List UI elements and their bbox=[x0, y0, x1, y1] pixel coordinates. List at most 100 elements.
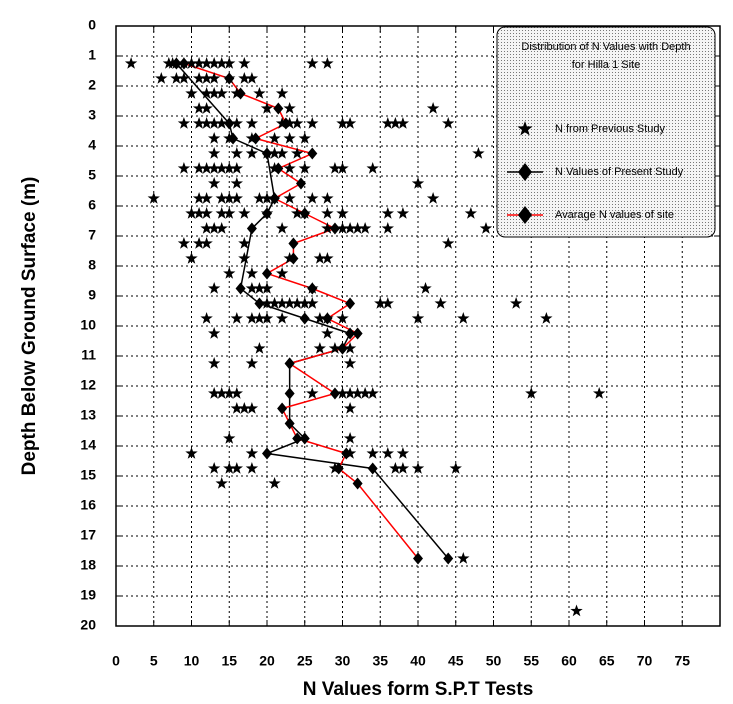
star-marker bbox=[200, 117, 213, 129]
star-marker bbox=[238, 237, 251, 249]
y-axis-title: Depth Below Ground Surface (m) bbox=[19, 177, 40, 476]
star-marker bbox=[208, 117, 221, 129]
star-marker bbox=[192, 72, 206, 84]
star-marker bbox=[185, 252, 198, 264]
diamond-marker bbox=[352, 327, 363, 340]
star-marker bbox=[215, 162, 228, 174]
star-marker bbox=[313, 312, 326, 324]
diamond-marker bbox=[262, 267, 272, 280]
x-tick-label: 45 bbox=[448, 653, 464, 669]
diamond-marker bbox=[322, 312, 333, 325]
diamond-marker bbox=[224, 72, 235, 85]
diamond-marker bbox=[292, 432, 303, 445]
diamond-marker bbox=[280, 117, 291, 130]
legend-label: N from Previous Study bbox=[555, 123, 666, 135]
star-marker bbox=[291, 117, 304, 129]
star-marker bbox=[321, 327, 334, 339]
diamond-marker bbox=[299, 432, 310, 445]
x-tick-label: 30 bbox=[335, 653, 351, 669]
diamond-marker bbox=[262, 447, 272, 460]
y-tick-label: 6 bbox=[88, 197, 96, 213]
star-marker bbox=[321, 57, 334, 69]
y-tick-label: 0 bbox=[88, 17, 96, 33]
star-marker bbox=[426, 192, 440, 204]
diamond-marker bbox=[345, 327, 356, 340]
star-marker bbox=[223, 387, 236, 399]
star-marker bbox=[268, 132, 281, 144]
star-marker bbox=[192, 57, 206, 69]
star-marker bbox=[260, 192, 274, 204]
star-marker bbox=[359, 222, 372, 234]
diamond-marker bbox=[299, 207, 310, 220]
star-marker bbox=[245, 402, 259, 414]
y-tick-label: 17 bbox=[80, 527, 96, 543]
star-marker bbox=[208, 132, 221, 144]
star-marker bbox=[442, 117, 455, 129]
star-marker bbox=[124, 57, 138, 69]
star-marker bbox=[192, 237, 206, 249]
star-marker bbox=[245, 72, 259, 84]
diamond-marker bbox=[307, 147, 318, 160]
star-marker bbox=[238, 72, 251, 84]
star-marker bbox=[208, 462, 221, 474]
star-marker bbox=[223, 267, 236, 279]
star-marker bbox=[230, 312, 243, 324]
star-marker bbox=[343, 222, 357, 234]
star-marker bbox=[381, 447, 394, 459]
x-tick-label: 0 bbox=[112, 653, 120, 669]
y-tick-label: 10 bbox=[80, 317, 96, 333]
diamond-marker bbox=[518, 163, 532, 181]
star-marker bbox=[275, 147, 289, 159]
star-marker bbox=[336, 117, 349, 129]
star-marker bbox=[208, 57, 221, 69]
star-marker bbox=[426, 102, 440, 114]
y-tick-label: 16 bbox=[80, 497, 96, 513]
star-marker bbox=[343, 357, 357, 369]
y-tick-label: 4 bbox=[88, 137, 96, 153]
diamond-marker bbox=[333, 462, 344, 475]
star-marker bbox=[215, 87, 228, 99]
star-marker bbox=[215, 207, 228, 219]
star-marker bbox=[223, 162, 236, 174]
y-tick-label: 20 bbox=[80, 617, 96, 633]
star-marker bbox=[442, 237, 455, 249]
star-marker bbox=[593, 387, 606, 399]
star-marker bbox=[275, 267, 289, 279]
star-marker bbox=[396, 207, 410, 219]
star-marker bbox=[245, 462, 259, 474]
star-marker bbox=[321, 252, 334, 264]
star-marker bbox=[223, 462, 236, 474]
star-marker bbox=[306, 387, 319, 399]
legend-title: for Hilla 1 Site bbox=[572, 59, 640, 71]
star-marker bbox=[200, 162, 213, 174]
star-marker bbox=[215, 222, 228, 234]
diamond-marker bbox=[284, 417, 295, 430]
star-marker bbox=[177, 117, 191, 129]
star-marker bbox=[223, 57, 236, 69]
diamond-marker bbox=[413, 552, 423, 565]
x-tick-label: 40 bbox=[410, 653, 426, 669]
star-marker bbox=[381, 207, 394, 219]
star-marker bbox=[434, 297, 447, 309]
star-marker bbox=[313, 342, 326, 354]
y-tick-label: 7 bbox=[88, 227, 96, 243]
star-marker bbox=[192, 102, 206, 114]
star-marker bbox=[253, 342, 266, 354]
star-marker bbox=[208, 357, 221, 369]
star-marker bbox=[381, 222, 394, 234]
star-marker bbox=[449, 462, 462, 474]
star-marker bbox=[147, 192, 160, 204]
star-marker bbox=[291, 297, 304, 309]
star-marker bbox=[230, 402, 243, 414]
diamond-marker bbox=[262, 147, 272, 160]
star-marker bbox=[245, 447, 259, 459]
y-tick-label: 18 bbox=[80, 557, 96, 573]
y-tick-label: 12 bbox=[80, 377, 96, 393]
star-marker bbox=[457, 552, 470, 564]
legend-box bbox=[496, 26, 716, 238]
diamond-marker bbox=[171, 57, 182, 70]
star-marker bbox=[389, 462, 402, 474]
star-marker bbox=[230, 387, 243, 399]
diamond-marker bbox=[269, 192, 280, 205]
x-tick-label: 50 bbox=[486, 653, 502, 669]
